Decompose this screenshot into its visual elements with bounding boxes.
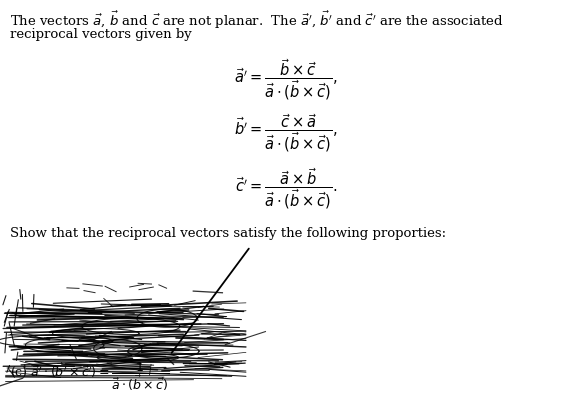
- Text: $\vec{c}{}' = \dfrac{\vec{a} \times \vec{b}}{\vec{a} \cdot (\vec{b} \times \vec{: $\vec{c}{}' = \dfrac{\vec{a} \times \vec…: [235, 166, 337, 211]
- Text: reciprocal vectors given by: reciprocal vectors given by: [10, 28, 192, 41]
- Text: $\vec{a}{}' = \dfrac{\vec{b} \times \vec{c}}{\vec{a} \cdot (\vec{b} \times \vec{: $\vec{a}{}' = \dfrac{\vec{b} \times \vec…: [235, 58, 337, 102]
- Text: $\vec{b}{}' = \dfrac{\vec{c} \times \vec{a}}{\vec{a} \cdot (\vec{b} \times \vec{: $\vec{b}{}' = \dfrac{\vec{c} \times \vec…: [234, 112, 338, 154]
- Text: (c) $\vec{a}{}' \cdot (\vec{b}{}' \times \vec{c}{}') = \dfrac{1}{\vec{a}\cdot(\v: (c) $\vec{a}{}' \cdot (\vec{b}{}' \times…: [10, 361, 170, 393]
- Text: The vectors $\vec{a}$, $\vec{b}$ and $\vec{c}$ are not planar.  The $\vec{a}{}'$: The vectors $\vec{a}$, $\vec{b}$ and $\v…: [10, 10, 504, 31]
- Text: Show that the reciprocal vectors satisfy the following proporties:: Show that the reciprocal vectors satisfy…: [10, 227, 446, 239]
